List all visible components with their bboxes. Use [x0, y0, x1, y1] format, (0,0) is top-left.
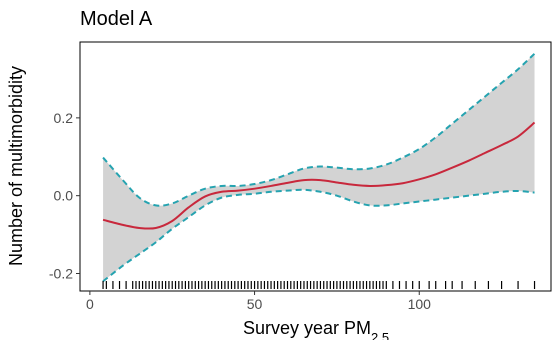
y-tick-label: 0.2: [54, 110, 74, 126]
x-axis-label: Survey year PM2.5: [243, 318, 389, 340]
chart-title: Model A: [80, 8, 153, 30]
y-axis-label: Number of multimorbidity: [6, 66, 26, 266]
y-axis-label-group: Number of multimorbidity: [6, 66, 26, 266]
x-tick-label: 50: [247, 296, 263, 312]
fit-line: [102, 121, 536, 230]
ticks-layer: 0 50 100 -0.2 0.0 0.2: [49, 110, 431, 312]
y-tick-label: -0.2: [49, 265, 73, 281]
x-axis-label-main: Survey year PM: [243, 318, 371, 338]
plot-layer: [102, 52, 536, 289]
x-tick-label: 0: [86, 296, 94, 312]
ci-lower-line: [102, 188, 535, 283]
x-tick-label: 100: [408, 296, 432, 312]
x-axis-label-sub: 2.5: [371, 330, 389, 340]
ci-upper-line: [102, 52, 536, 207]
plot-panel-border: [79, 41, 552, 292]
y-tick-label: 0.0: [54, 188, 74, 204]
